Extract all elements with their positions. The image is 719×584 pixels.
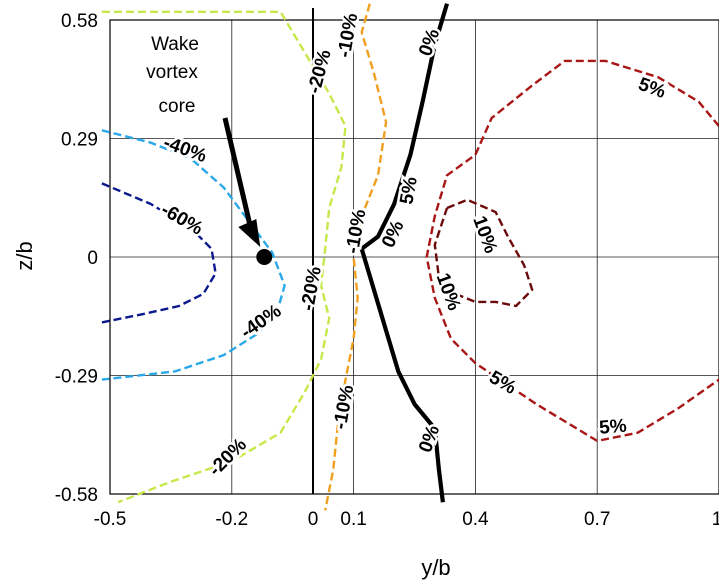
y-tick-label: -0.58: [55, 485, 98, 506]
contour-level-labels: -40%-60%-40%-20%-20%-20%-10%-10%-10%0%0%…: [155, 9, 671, 483]
y-tick-label: -0.29: [55, 367, 98, 388]
annotation-arrow-shaft: [222, 117, 255, 236]
vortex-core-marker: [256, 249, 273, 265]
contour-lines: [101, 3, 719, 511]
annotation-line: vortex: [146, 62, 198, 83]
annotation-line: core: [159, 96, 196, 117]
contour-level-label: 10%: [432, 270, 465, 313]
contour-neg60pct: [101, 182, 217, 324]
y-tick-label: 0: [87, 248, 98, 269]
contour-level-label: -10%: [334, 12, 362, 59]
contour-level-label: 0%: [378, 217, 409, 251]
contour-10pct: [433, 198, 534, 308]
contour-neg10pct: [324, 3, 388, 511]
contour-level-label: 10%: [468, 213, 501, 256]
annotation-arrow-head: [238, 219, 261, 247]
annotation-line: Wake: [151, 34, 199, 55]
contour-5pct: [425, 59, 719, 443]
contour-level-label: 5%: [485, 367, 519, 399]
contour-level-label: 5%: [396, 175, 421, 206]
y-tick-label: 0.58: [61, 11, 98, 32]
contour-0pct: [359, 3, 450, 503]
y-tick-labels: 0.58 0.29 0 -0.29 -0.58: [55, 11, 98, 506]
contour-level-label: -60%: [157, 199, 206, 239]
x-tick-label: -0.5: [94, 509, 127, 530]
contour-level-label: 5%: [598, 416, 627, 439]
contour-level-label: -10%: [330, 383, 358, 430]
x-axis-label: y/b: [421, 555, 450, 580]
x-tick-label: 0.7: [584, 509, 610, 530]
grid-lines: [109, 19, 719, 495]
x-tick-label: 1: [712, 509, 719, 530]
contour-level-label: -20%: [304, 47, 336, 95]
x-tick-label: 0.4: [462, 509, 489, 530]
contour-level-label: -40%: [161, 132, 210, 167]
x-tick-label: -0.2: [215, 509, 248, 530]
contour-neg40pct: [101, 129, 286, 381]
x-tick-labels: -0.5 -0.2 0 0.1 0.4 0.7 1: [94, 509, 719, 530]
y-tick-label: 0.29: [61, 130, 98, 151]
contour-level-label: 0%: [415, 422, 444, 455]
contour-level-label: -20%: [205, 434, 251, 480]
contour-level-label: 5%: [635, 74, 668, 103]
x-tick-label: 0.1: [340, 509, 366, 530]
vortex-annotation: Wake vortex core: [146, 34, 273, 265]
contour-level-label: -10%: [342, 208, 370, 255]
plot-frame: [109, 19, 719, 495]
x-tick-label: 0: [308, 509, 319, 530]
y-axis-label: z/b: [12, 241, 37, 270]
contour-level-label: -20%: [297, 265, 325, 312]
